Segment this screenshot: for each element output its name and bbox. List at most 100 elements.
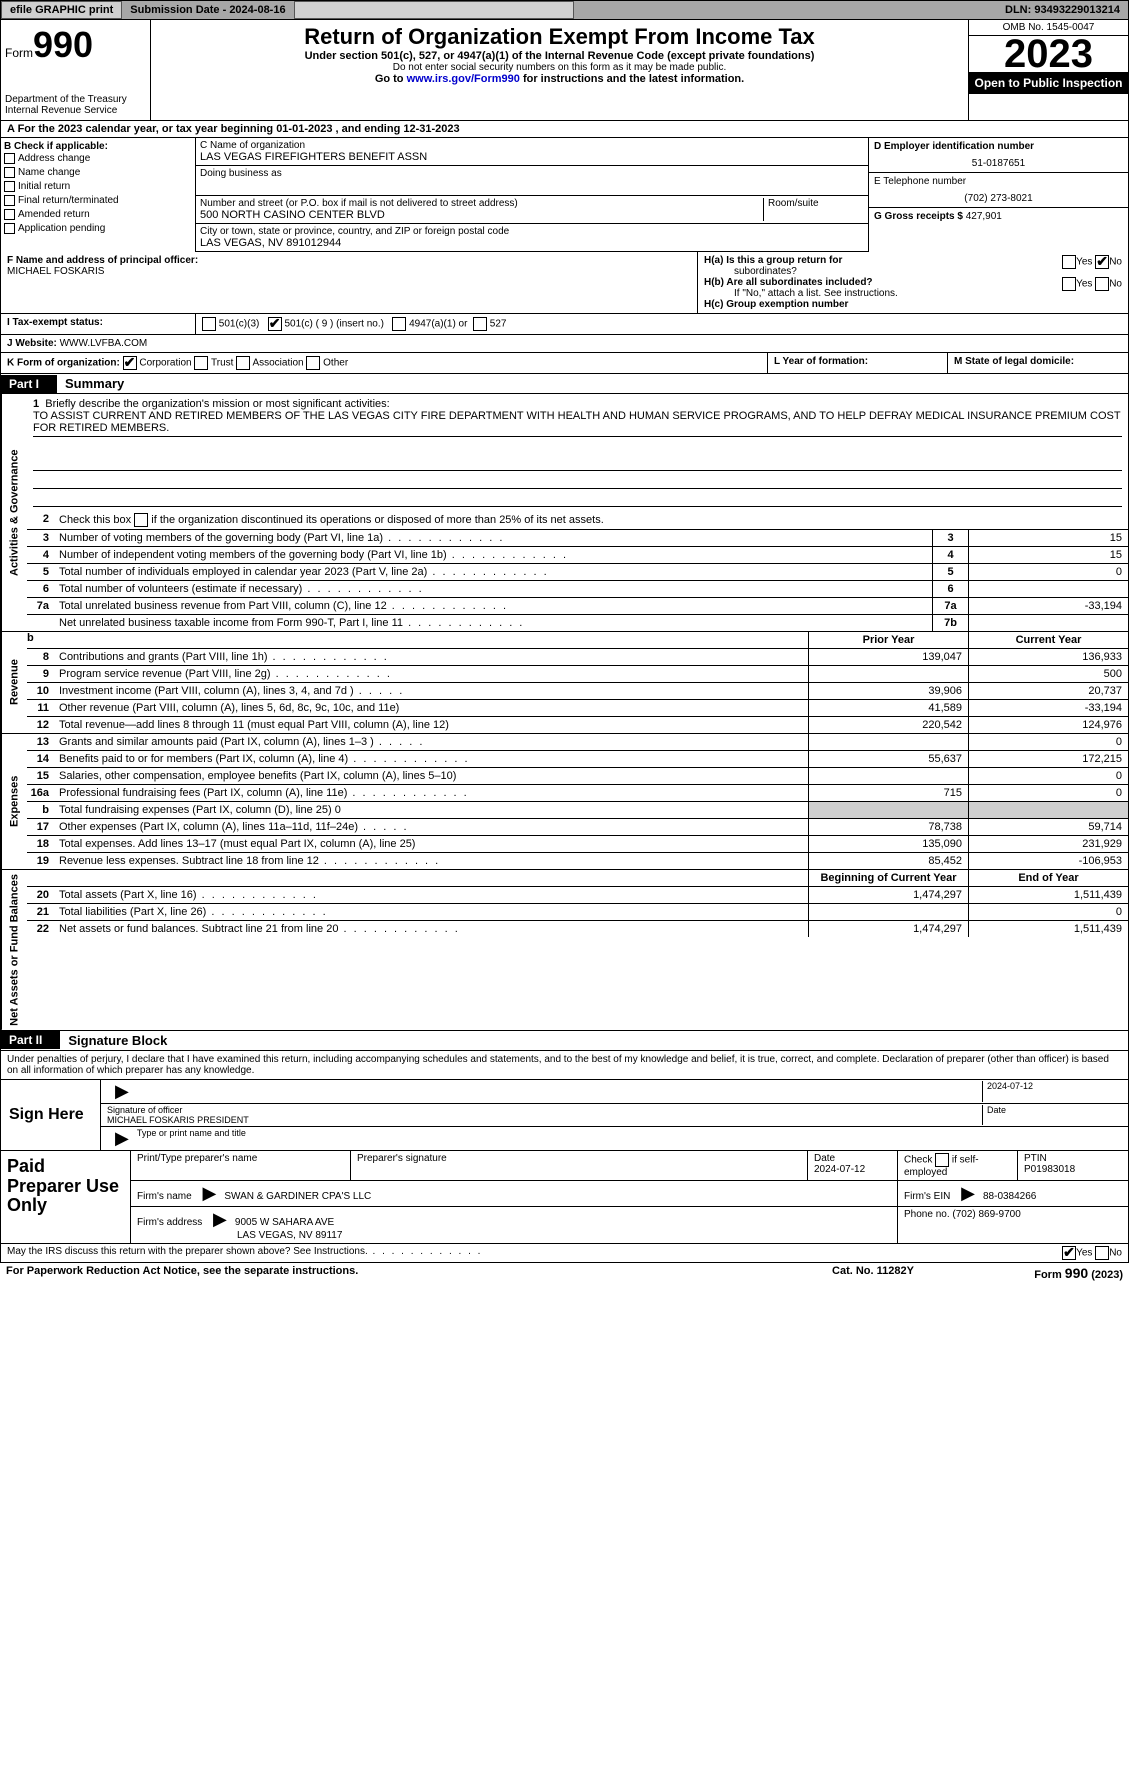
line-5: 5Total number of individuals employed in… <box>27 564 1128 581</box>
summary-revenue: Revenue b Prior Year Current Year 8Contr… <box>0 632 1129 734</box>
line-1-mission: 1 Briefly describe the organization's mi… <box>27 394 1128 511</box>
chk-discontinued[interactable] <box>134 513 148 527</box>
chk-501c3[interactable] <box>202 317 216 331</box>
ha-no-checkbox[interactable] <box>1095 255 1109 269</box>
city-value: LAS VEGAS, NV 891012944 <box>200 237 864 249</box>
efile-print-button[interactable]: efile GRAPHIC print <box>1 1 122 19</box>
col-b-title: B Check if applicable: <box>4 141 192 152</box>
form-subtitle: Under section 501(c), 527, or 4947(a)(1)… <box>159 50 960 62</box>
form-title: Return of Organization Exempt From Incom… <box>159 24 960 50</box>
line-18: 18Total expenses. Add lines 13–17 (must … <box>27 836 1128 853</box>
form-990: 990 <box>33 24 93 65</box>
chk-527[interactable] <box>473 317 487 331</box>
discuss-no-checkbox[interactable] <box>1095 1246 1109 1260</box>
firm-address-row: Firm's address ▶9005 W SAHARA AVELAS VEG… <box>131 1207 1128 1243</box>
row-a-tax-year: A For the 2023 calendar year, or tax yea… <box>0 121 1129 138</box>
org-name: LAS VEGAS FIREFIGHTERS BENEFIT ASSN <box>200 151 864 163</box>
line-12: 12Total revenue—add lines 8 through 11 (… <box>27 717 1128 733</box>
tax-year: 2023 <box>969 36 1128 72</box>
ha-yes-checkbox[interactable] <box>1062 255 1076 269</box>
discuss-text: May the IRS discuss this return with the… <box>7 1246 1062 1260</box>
website-label: J Website: <box>7 338 60 349</box>
ssn-warning: Do not enter social security numbers on … <box>159 62 960 73</box>
street-label: Number and street (or P.O. box if mail i… <box>200 198 763 209</box>
street-value: 500 NORTH CASINO CENTER BLVD <box>200 209 763 221</box>
officer-sig-name: MICHAEL FOSKARIS PRESIDENT <box>107 1115 249 1125</box>
hb-yes-checkbox[interactable] <box>1062 277 1076 291</box>
line-20: 20Total assets (Part X, line 16)1,474,29… <box>27 887 1128 904</box>
dln-label: DLN: 93493229013214 <box>1005 4 1128 16</box>
city-label: City or town, state or province, country… <box>200 226 864 237</box>
side-revenue: Revenue <box>1 632 27 733</box>
line-15: 15Salaries, other compensation, employee… <box>27 768 1128 785</box>
officer-name: MICHAEL FOSKARIS <box>7 266 691 277</box>
chk-name-change[interactable]: Name change <box>4 166 192 180</box>
line-16b: bTotal fundraising expenses (Part IX, co… <box>27 802 1128 819</box>
line-16a: 16aProfessional fundraising fees (Part I… <box>27 785 1128 802</box>
part-ii-header: Part II Signature Block <box>0 1031 1129 1051</box>
line-19: 19Revenue less expenses. Subtract line 1… <box>27 853 1128 869</box>
chk-initial-return[interactable]: Initial return <box>4 180 192 194</box>
ha-row: H(a) Is this a group return for Yes No s… <box>704 255 1122 277</box>
side-net-assets: Net Assets or Fund Balances <box>1 870 27 1030</box>
line-21: 21Total liabilities (Part X, line 26)0 <box>27 904 1128 921</box>
part-i-title: Summary <box>57 374 132 393</box>
sign-here-label: Sign Here <box>1 1080 101 1150</box>
chk-other[interactable] <box>306 356 320 370</box>
chk-final-return[interactable]: Final return/terminated <box>4 194 192 208</box>
part-ii-title: Signature Block <box>60 1031 175 1050</box>
chk-assoc[interactable] <box>236 356 250 370</box>
firm-addr2: LAS VEGAS, NV 89117 <box>137 1230 342 1241</box>
hc-row: H(c) Group exemption number <box>704 299 1122 310</box>
tax-status-row: I Tax-exempt status: 501(c)(3) 501(c) ( … <box>0 314 1129 335</box>
org-form-row: K Form of organization: Corporation Trus… <box>0 353 1129 374</box>
discuss-yes-checkbox[interactable] <box>1062 1246 1076 1260</box>
sig-date: 2024-07-12 <box>982 1081 1122 1102</box>
line-14: 14Benefits paid to or for members (Part … <box>27 751 1128 768</box>
summary-expenses: Expenses 13Grants and similar amounts pa… <box>0 734 1129 870</box>
top-bar: efile GRAPHIC print Submission Date - 20… <box>0 0 1129 20</box>
firm-name: SWAN & GARDINER CPA'S LLC <box>224 1191 371 1202</box>
line-6: 6Total number of volunteers (estimate if… <box>27 581 1128 598</box>
firm-name-row: Firm's name ▶SWAN & GARDINER CPA'S LLC F… <box>131 1181 1128 1207</box>
chk-address-change[interactable]: Address change <box>4 152 192 166</box>
chk-app-pending[interactable]: Application pending <box>4 222 192 236</box>
phone-value: (702) 273-8021 <box>874 187 1123 204</box>
col-b-checkboxes: B Check if applicable: Address change Na… <box>1 138 196 252</box>
irs-link[interactable]: www.irs.gov/Form990 <box>407 73 520 85</box>
section-bcd: B Check if applicable: Address change Na… <box>0 138 1129 252</box>
line-10: 10Investment income (Part VIII, column (… <box>27 683 1128 700</box>
chk-self-employed[interactable] <box>935 1153 949 1167</box>
hb-no-checkbox[interactable] <box>1095 277 1109 291</box>
chk-amended[interactable]: Amended return <box>4 208 192 222</box>
chk-4947[interactable] <box>392 317 406 331</box>
signature-block: Under penalties of perjury, I declare th… <box>0 1051 1129 1244</box>
preparer-header-row: Print/Type preparer's name Preparer's si… <box>131 1151 1128 1181</box>
line-17: 17Other expenses (Part IX, column (A), l… <box>27 819 1128 836</box>
firm-ein: 88-0384266 <box>983 1191 1036 1202</box>
line-7b: Net unrelated business taxable income fr… <box>27 615 1128 631</box>
line-9: 9Program service revenue (Part VIII, lin… <box>27 666 1128 683</box>
summary-governance: Activities & Governance 1 Briefly descri… <box>0 394 1129 632</box>
chk-trust[interactable] <box>194 356 208 370</box>
sign-here-row: Sign Here ▶ 2024-07-12 Signature of offi… <box>1 1079 1128 1150</box>
line-7a: 7aTotal unrelated business revenue from … <box>27 598 1128 615</box>
gross-label: G Gross receipts $ <box>874 211 966 222</box>
website-row: J Website: WWW.LVFBA.COM <box>0 335 1129 353</box>
chk-501c[interactable] <box>268 317 282 331</box>
part-i-header: Part I Summary <box>0 374 1129 394</box>
blank-button <box>294 1 574 19</box>
discuss-row: May the IRS discuss this return with the… <box>0 1244 1129 1263</box>
year-formation-label: L Year of formation: <box>768 353 948 373</box>
mission-text: TO ASSIST CURRENT AND RETIRED MEMBERS OF… <box>33 410 1122 437</box>
part-i-badge: Part I <box>1 375 57 393</box>
arrow-icon: ▶ <box>107 1128 137 1149</box>
footer-last: For Paperwork Reduction Act Notice, see … <box>0 1263 1129 1283</box>
line-4: 4Number of independent voting members of… <box>27 547 1128 564</box>
line-2: 2 Check this box if the organization dis… <box>27 511 1128 530</box>
open-inspection: Open to Public Inspection <box>969 72 1128 94</box>
chk-corp[interactable] <box>123 356 137 370</box>
hb-row: H(b) Are all subordinates included? Yes … <box>704 277 1122 299</box>
goto-line: Go to www.irs.gov/Form990 for instructio… <box>159 73 960 85</box>
name-label: C Name of organization <box>200 140 864 151</box>
